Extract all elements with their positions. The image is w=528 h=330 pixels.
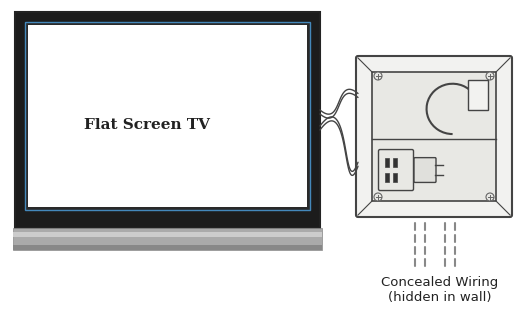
Bar bbox=[393, 158, 397, 167]
Bar bbox=[13, 228, 322, 250]
Circle shape bbox=[374, 72, 382, 80]
FancyBboxPatch shape bbox=[414, 158, 436, 182]
Text: Flat Screen TV: Flat Screen TV bbox=[84, 118, 211, 132]
FancyBboxPatch shape bbox=[379, 149, 413, 190]
Circle shape bbox=[374, 193, 382, 201]
Bar bbox=[15, 12, 320, 228]
Bar bbox=[468, 80, 488, 110]
Text: Concealed Wiring
(hidden in wall): Concealed Wiring (hidden in wall) bbox=[381, 276, 498, 304]
Bar bbox=[385, 158, 389, 167]
FancyBboxPatch shape bbox=[356, 56, 512, 217]
Bar bbox=[13, 245, 322, 250]
Bar bbox=[385, 173, 389, 182]
Bar bbox=[13, 232, 322, 237]
Bar bbox=[393, 173, 397, 182]
Bar bbox=[28, 25, 307, 207]
Bar bbox=[372, 72, 496, 201]
Circle shape bbox=[486, 193, 494, 201]
Bar bbox=[25, 22, 310, 210]
Circle shape bbox=[486, 72, 494, 80]
